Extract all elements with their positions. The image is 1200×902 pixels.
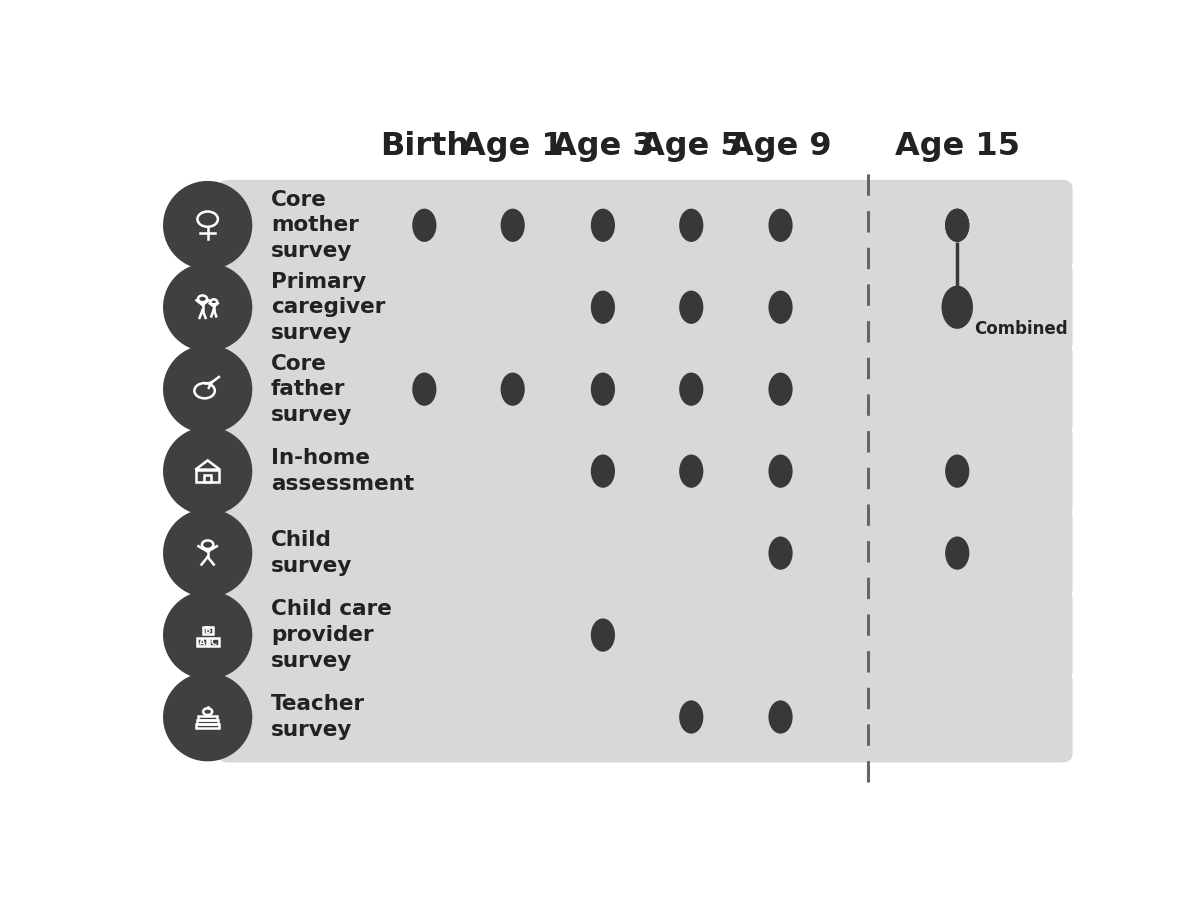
Ellipse shape <box>163 591 252 679</box>
FancyBboxPatch shape <box>218 344 1073 435</box>
Ellipse shape <box>500 373 524 406</box>
Text: Teacher
survey: Teacher survey <box>271 695 365 740</box>
Ellipse shape <box>679 373 703 406</box>
Ellipse shape <box>679 208 703 242</box>
Ellipse shape <box>679 700 703 733</box>
Ellipse shape <box>590 373 616 406</box>
Text: A: A <box>199 638 205 647</box>
Ellipse shape <box>946 208 970 242</box>
Ellipse shape <box>590 290 616 324</box>
Text: Child care
provider
survey: Child care provider survey <box>271 600 391 671</box>
Ellipse shape <box>590 619 616 651</box>
Text: Child
survey: Child survey <box>271 530 353 575</box>
Ellipse shape <box>163 673 252 761</box>
Ellipse shape <box>946 208 970 242</box>
Ellipse shape <box>942 286 973 329</box>
Ellipse shape <box>163 345 252 434</box>
Text: Birth: Birth <box>379 131 469 162</box>
FancyBboxPatch shape <box>218 590 1073 680</box>
Ellipse shape <box>768 290 793 324</box>
Ellipse shape <box>163 181 252 270</box>
Text: Combined: Combined <box>974 319 1068 337</box>
Ellipse shape <box>590 208 616 242</box>
FancyBboxPatch shape <box>218 508 1073 599</box>
Ellipse shape <box>163 262 252 352</box>
Text: Age 9: Age 9 <box>730 131 832 162</box>
Text: Age 3: Age 3 <box>552 131 654 162</box>
Ellipse shape <box>590 455 616 488</box>
Ellipse shape <box>946 537 970 570</box>
Ellipse shape <box>163 427 252 515</box>
Ellipse shape <box>768 373 793 406</box>
Text: Primary
caregiver
survey: Primary caregiver survey <box>271 272 385 343</box>
Ellipse shape <box>679 290 703 324</box>
Ellipse shape <box>413 208 437 242</box>
Ellipse shape <box>163 509 252 597</box>
Ellipse shape <box>768 700 793 733</box>
Text: C: C <box>210 638 217 647</box>
FancyBboxPatch shape <box>218 426 1073 517</box>
Ellipse shape <box>768 455 793 488</box>
Text: B: B <box>204 626 211 635</box>
Ellipse shape <box>413 373 437 406</box>
Text: Age 1: Age 1 <box>461 131 564 162</box>
Text: Core
mother
survey: Core mother survey <box>271 189 359 261</box>
FancyBboxPatch shape <box>218 671 1073 762</box>
Text: Age 5: Age 5 <box>640 131 743 162</box>
Text: Age 15: Age 15 <box>895 131 1020 162</box>
Ellipse shape <box>768 537 793 570</box>
FancyBboxPatch shape <box>218 179 1073 271</box>
Text: In-home
assessment: In-home assessment <box>271 448 414 494</box>
Ellipse shape <box>679 455 703 488</box>
Text: Core
father
survey: Core father survey <box>271 354 353 425</box>
FancyBboxPatch shape <box>218 262 1073 353</box>
Ellipse shape <box>946 455 970 488</box>
Ellipse shape <box>768 208 793 242</box>
Ellipse shape <box>500 208 524 242</box>
